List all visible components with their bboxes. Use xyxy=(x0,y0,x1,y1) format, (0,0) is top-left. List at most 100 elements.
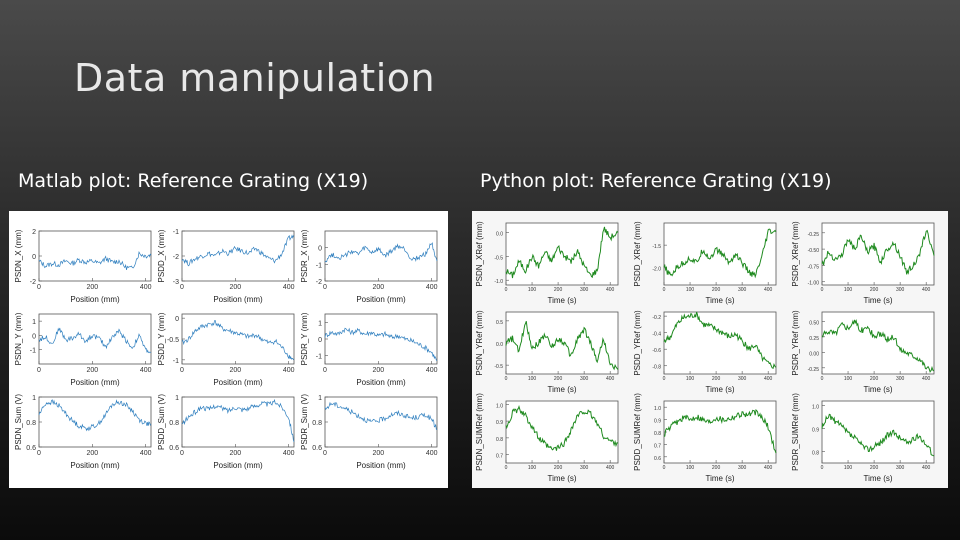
y-tick-label: 0.8 xyxy=(169,420,179,427)
x-tick-label: 200 xyxy=(229,367,241,374)
subplot-frame xyxy=(181,230,295,282)
x-axis-label: Position (mm) xyxy=(70,378,120,387)
x-tick-label: 100 xyxy=(844,287,853,293)
x-axis-label: Position (mm) xyxy=(213,461,263,470)
y-axis-label: PSDN_X (mm) xyxy=(14,229,23,282)
python-caption: Python plot: Reference Grating (X19) xyxy=(480,170,832,192)
x-tick-label: 100 xyxy=(844,465,853,471)
y-axis-label: PSDR_SUMRef (mm) xyxy=(791,393,800,471)
subplot-2: -1 -2 -30 200 400 PSDD_X (mm) Position (mm) xyxy=(157,229,295,304)
x-tick-label: 400 xyxy=(426,284,438,291)
subplot-frame xyxy=(181,313,295,365)
y-tick-label: 0.8 xyxy=(654,431,661,437)
x-tick-label: 200 xyxy=(86,450,98,457)
x-tick-label: 0 xyxy=(821,376,824,382)
x-tick-label: 0 xyxy=(323,367,327,374)
x-tick-label: 400 xyxy=(764,465,773,471)
x-tick-label: 200 xyxy=(870,465,879,471)
x-tick-label: 200 xyxy=(712,376,721,382)
subplot-frame xyxy=(38,313,152,365)
x-tick-label: 100 xyxy=(686,376,695,382)
x-tick-label: 0 xyxy=(37,367,41,374)
y-tick-label: 0.7 xyxy=(654,443,661,449)
y-axis-label: PSDR_XRef (mm) xyxy=(791,221,800,287)
x-axis-label: Position (mm) xyxy=(213,295,263,304)
x-tick-label: 200 xyxy=(870,376,879,382)
y-tick-label: 0.8 xyxy=(26,420,36,427)
x-tick-label: 200 xyxy=(86,284,98,291)
y-tick-label: 0 xyxy=(318,337,322,344)
subplot-frame xyxy=(821,222,935,286)
y-axis-label: PSDN_XRef (mm) xyxy=(475,221,484,287)
subplot-4: 1 0 -1 0 200 400 PSDN_Y (mm) Position (mm) xyxy=(14,312,152,387)
y-tick-label: -1 xyxy=(30,348,36,355)
x-tick-label: 0 xyxy=(323,450,327,457)
y-tick-label: 0.50 xyxy=(809,320,819,326)
y-tick-label: -0.2 xyxy=(652,315,661,321)
y-tick-label: 0.9 xyxy=(812,428,819,434)
subplot-1: 0.0 -0.5 -1.00 100 200 300 400 PSDN_XRef (mm) Ti… xyxy=(475,221,619,305)
x-tick-label: 100 xyxy=(844,376,853,382)
x-tick-label: 200 xyxy=(554,287,563,293)
subplot-frame xyxy=(324,396,438,448)
series-line xyxy=(181,320,295,361)
y-tick-label: -0.50 xyxy=(808,248,820,254)
matlab-caption: Matlab plot: Reference Grating (X19) xyxy=(18,170,369,192)
x-axis-label: Position (mm) xyxy=(356,295,406,304)
y-tick-label: -0.4 xyxy=(652,332,661,338)
y-axis-label: PSDN_Sum (V) xyxy=(14,394,23,450)
x-tick-label: 400 xyxy=(283,450,295,457)
x-tick-label: 200 xyxy=(712,465,721,471)
y-axis-label: PSDD_YRef (mm) xyxy=(633,310,642,376)
x-tick-label: 200 xyxy=(229,284,241,291)
x-tick-label: 0 xyxy=(821,287,824,293)
y-tick-label: 0.8 xyxy=(312,420,322,427)
x-tick-label: 100 xyxy=(686,287,695,293)
y-tick-label: 2 xyxy=(32,229,36,236)
series-line xyxy=(821,229,935,275)
x-axis-label: Time (s) xyxy=(863,385,892,394)
subplot-6: 0.50 0.25 0.00 -0.250 100 200 300 400 PSDR_YRef … xyxy=(791,310,935,394)
x-tick-label: 400 xyxy=(606,465,615,471)
series-line xyxy=(181,234,295,267)
y-tick-label: 0.0 xyxy=(496,342,503,348)
x-tick-label: 200 xyxy=(372,284,384,291)
series-line xyxy=(38,327,152,354)
x-tick-label: 400 xyxy=(764,376,773,382)
series-line xyxy=(821,318,935,373)
x-tick-label: 400 xyxy=(922,287,931,293)
x-tick-label: 0 xyxy=(180,284,184,291)
y-tick-label: 0.0 xyxy=(496,232,503,238)
x-tick-label: 0 xyxy=(663,287,666,293)
y-tick-label: 0 xyxy=(318,246,322,253)
x-axis-label: Position (mm) xyxy=(70,295,120,304)
x-tick-label: 200 xyxy=(712,287,721,293)
x-tick-label: 300 xyxy=(896,287,905,293)
x-tick-label: 400 xyxy=(283,284,295,291)
y-tick-label: -0.5 xyxy=(167,337,179,344)
subplot-9: 1 0.8 0.60 200 400 PSDR_Sum (V) Position (mm) xyxy=(300,394,438,470)
x-tick-label: 100 xyxy=(528,287,537,293)
subplot-frame xyxy=(663,311,777,375)
series-line xyxy=(324,327,438,361)
x-tick-label: 300 xyxy=(896,376,905,382)
y-tick-label: 1 xyxy=(32,319,36,326)
x-tick-label: 0 xyxy=(37,450,41,457)
y-tick-label: 1.0 xyxy=(496,403,503,409)
y-tick-label: -1.0 xyxy=(494,279,503,285)
x-tick-label: 400 xyxy=(922,376,931,382)
y-tick-label: 0.9 xyxy=(496,420,503,426)
x-tick-label: 400 xyxy=(426,450,438,457)
x-axis-label: Position (mm) xyxy=(213,378,263,387)
y-axis-label: PSDD_X (mm) xyxy=(157,229,166,282)
series-line xyxy=(38,250,152,270)
subplot-frame xyxy=(38,396,152,448)
subplot-5: -0.2 -0.4 -0.6 -0.80 100 200 300 400 PSDD_YRef (… xyxy=(633,310,777,394)
x-tick-label: 400 xyxy=(606,287,615,293)
y-axis-label: PSDR_X (mm) xyxy=(300,229,309,282)
y-tick-label: 0.6 xyxy=(312,445,322,452)
subplot-frame xyxy=(181,396,295,448)
series-line xyxy=(663,409,777,454)
